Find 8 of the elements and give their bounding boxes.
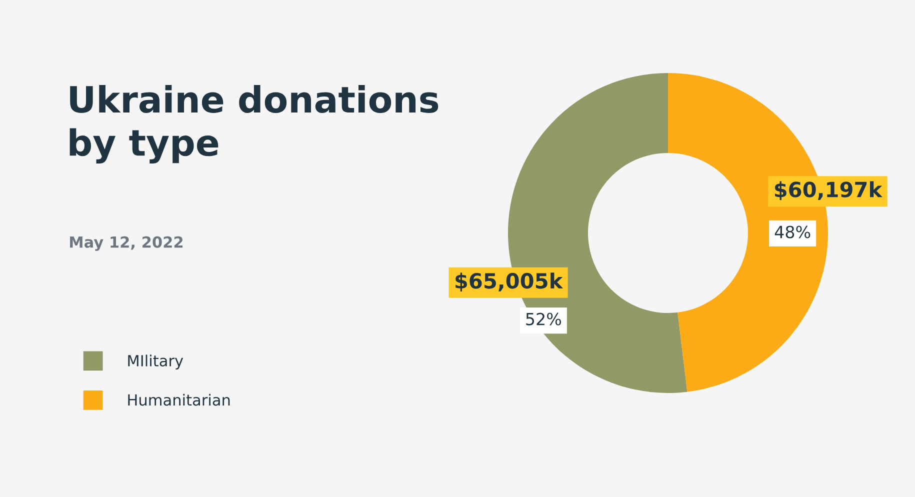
legend-label: MIlitary: [128, 354, 184, 370]
data-label: $65,005k: [456, 272, 564, 292]
text: Ukraine donations by type: [70, 85, 438, 164]
legend-label: Humanitarian: [128, 394, 230, 406]
text: 52%: [526, 312, 562, 326]
text: 48%: [774, 226, 810, 238]
text: May 12, 2022: [70, 236, 183, 251]
data-label: $60,197k: [774, 181, 882, 200]
